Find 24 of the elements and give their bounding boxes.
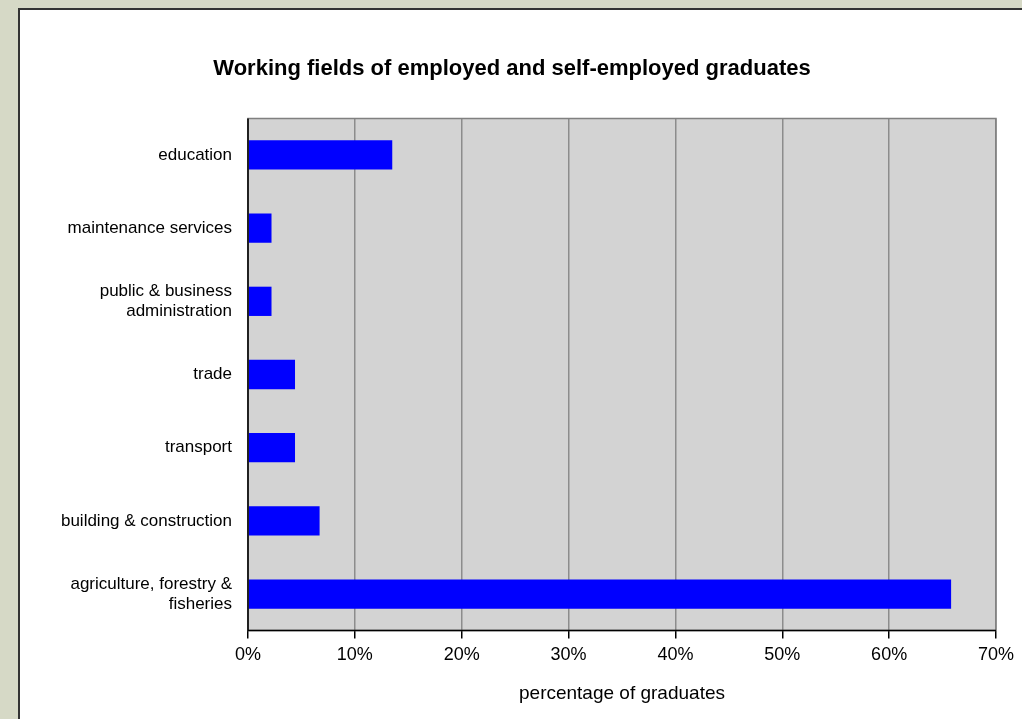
x-tick-label: 50% [764,644,801,665]
chart-title: Working fields of employed and self-employed graduates [213,55,811,81]
bar [248,359,296,390]
x-tick-label: 40% [657,644,694,665]
x-tick-label: 10% [336,644,373,665]
x-tick-label: 20% [443,644,480,665]
y-tick-label: agriculture, forestry & fisheries [70,573,233,613]
y-tick-label: transport [164,437,233,457]
bar [248,506,320,536]
bar [248,213,272,243]
y-tick-label: public & business administration [99,280,232,321]
bar [248,140,393,170]
x-tick-label: 70% [977,644,1014,665]
y-tick-label: building & construction [60,510,232,530]
y-tick-label: maintenance services [67,217,232,237]
x-axis-title: percentage of graduates [518,681,725,703]
bar [248,286,272,316]
x-tick-label: 30% [550,644,587,665]
x-tick-label: 0% [234,644,262,665]
y-tick-label: education [158,144,232,164]
bar [248,579,952,609]
bar [248,433,296,463]
x-tick-label: 60% [871,644,908,665]
y-tick-label: trade [193,364,232,384]
